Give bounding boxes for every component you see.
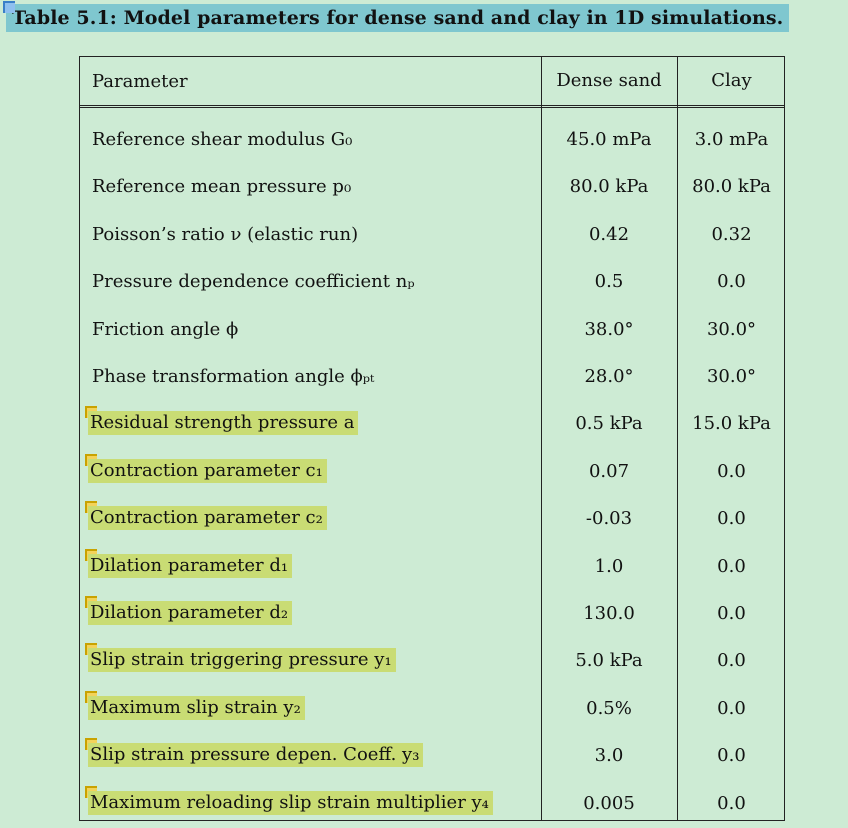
- cell-parameter[interactable]: Dilation parameter d₁: [88, 553, 293, 578]
- cell-parameter: Friction angle ϕ: [92, 318, 239, 340]
- cell-parameter: Phase transformation angle ϕₚₜ: [92, 366, 375, 387]
- cell-dense-sand: 80.0 kPa: [569, 176, 649, 198]
- cell-clay: 0.0: [717, 650, 746, 672]
- table-row: Slip strain pressure depen. Coeff. y₃ 3.0…: [80, 733, 784, 780]
- cell-dense-sand: 0.5%: [586, 697, 632, 719]
- cell-clay: 0.0: [717, 271, 746, 293]
- cell-clay: 3.0 mPa: [694, 129, 769, 150]
- cell-parameter[interactable]: Maximum slip strain y₂: [88, 695, 305, 720]
- table-row: Pressure dependence coefficient nₚ 0.5 0.0: [80, 259, 784, 306]
- cell-dense-sand: 0.42: [588, 223, 630, 245]
- cell-clay: 0.0: [717, 508, 746, 530]
- column-divider: [541, 57, 542, 820]
- cell-parameter[interactable]: Maximum reloading slip strain multiplier…: [88, 790, 493, 815]
- header-clay: Clay: [711, 70, 752, 91]
- cell-clay: 15.0 kPa: [692, 413, 771, 435]
- cell-clay: 80.0 kPa: [692, 176, 771, 198]
- table-caption: Table 5.1: Model parameters for dense sa…: [6, 4, 790, 32]
- table-row: Poisson’s ratio ν (elastic run) 0.42 0.32: [80, 212, 784, 259]
- cell-parameter[interactable]: Slip strain triggering pressure y₁: [88, 648, 396, 673]
- cell-dense-sand: 3.0: [594, 745, 624, 767]
- cell-parameter[interactable]: Contraction parameter c₁: [88, 458, 327, 483]
- cell-dense-sand: 0.5 kPa: [575, 413, 643, 435]
- table-body: Reference shear modulus G₀ 45.0 mPa 3.0 mP…: [80, 109, 784, 820]
- cell-parameter[interactable]: Residual strength pressure a: [88, 411, 359, 436]
- cell-parameter: Poisson’s ratio ν (elastic run): [92, 223, 359, 245]
- cell-clay: 0.32: [711, 223, 752, 245]
- table-row: Maximum slip strain y₂ 0.5% 0.0: [80, 686, 784, 733]
- table-row: Reference mean pressure p₀ 80.0 kPa 80.0 k…: [80, 164, 784, 211]
- cell-clay: 0.0: [717, 460, 746, 482]
- table-row: Dilation parameter d₂ 130.0 0.0: [80, 591, 784, 638]
- cell-dense-sand: 5.0 kPa: [575, 650, 643, 672]
- table-row: Maximum reloading slip strain multiplier…: [80, 781, 784, 828]
- cell-clay: 0.0: [717, 745, 746, 767]
- table-row: Friction angle ϕ 38.0° 30.0°: [80, 307, 784, 354]
- parameter-table: Parameter Dense sand Clay Reference shea…: [79, 56, 785, 821]
- cell-dense-sand: 0.005: [583, 792, 635, 814]
- cell-dense-sand: 45.0 mPa: [566, 129, 652, 150]
- table-row: Phase transformation angle ϕₚₜ 28.0° 30.0°: [80, 354, 784, 401]
- cell-parameter: Reference mean pressure p₀: [92, 176, 352, 198]
- cell-clay: 0.0: [717, 555, 746, 577]
- table-row: Slip strain triggering pressure y₁ 5.0 kP…: [80, 638, 784, 685]
- header-dense-sand: Dense sand: [556, 70, 662, 91]
- table-header-row: Parameter Dense sand Clay: [80, 57, 784, 108]
- cell-parameter[interactable]: Dilation parameter d₂: [88, 601, 293, 625]
- cell-dense-sand: 0.5: [594, 271, 624, 293]
- cell-parameter: Reference shear modulus G₀: [92, 129, 353, 150]
- cell-dense-sand: 130.0: [583, 603, 635, 624]
- table-caption-container: Table 5.1: Model parameters for dense sa…: [3, 1, 790, 32]
- cell-clay: 30.0°: [706, 366, 757, 387]
- cell-parameter[interactable]: Slip strain pressure depen. Coeff. y₃: [88, 743, 424, 768]
- table-row: Contraction parameter c₂ -0.03 0.0: [80, 496, 784, 543]
- cell-dense-sand: 0.07: [588, 460, 630, 482]
- table-row: Residual strength pressure a 0.5 kPa 15.0 …: [80, 401, 784, 448]
- cell-dense-sand: -0.03: [585, 508, 633, 530]
- cell-clay: 30.0°: [706, 318, 757, 340]
- cell-parameter: Pressure dependence coefficient nₚ: [92, 271, 415, 293]
- cell-dense-sand: 28.0°: [584, 366, 634, 387]
- header-parameter: Parameter: [92, 71, 188, 92]
- table-row: Reference shear modulus G₀ 45.0 mPa 3.0 mP…: [80, 117, 784, 164]
- cell-dense-sand: 1.0: [594, 555, 624, 577]
- cell-parameter[interactable]: Contraction parameter c₂: [88, 506, 327, 531]
- cell-clay: 0.0: [717, 792, 746, 814]
- cell-clay: 0.0: [717, 603, 746, 624]
- annotation-note-icon[interactable]: [3, 1, 15, 13]
- cell-clay: 0.0: [717, 697, 746, 719]
- cell-dense-sand: 38.0°: [584, 318, 634, 340]
- table-row: Contraction parameter c₁ 0.07 0.0: [80, 449, 784, 496]
- table-row: Dilation parameter d₁ 1.0 0.0: [80, 544, 784, 591]
- column-divider: [677, 57, 678, 820]
